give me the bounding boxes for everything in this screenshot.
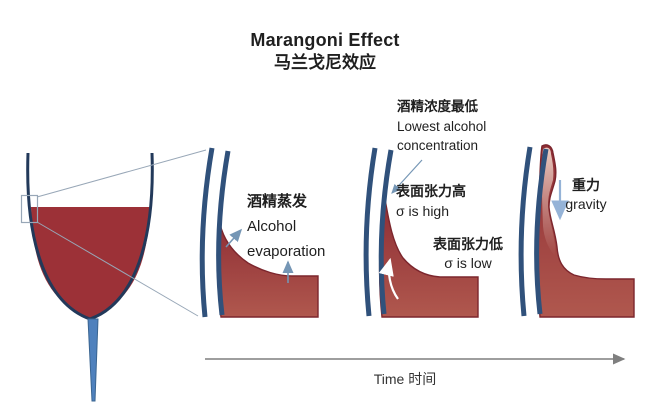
panel-3-wall-inner — [534, 148, 549, 315]
wine-glass-group — [20, 149, 207, 402]
time-axis-label: Time 时间 — [373, 371, 437, 387]
marangoni-flow-arrow — [378, 257, 399, 300]
label-surface-tension-low: 表面张力低 σ is low — [418, 235, 518, 273]
label-lowest-alcohol-en2: concentration — [397, 138, 479, 153]
label-lowest-alcohol-zh: 酒精浓度最低 — [397, 99, 478, 114]
panel-1-wall-outer — [199, 147, 215, 318]
panel-1-wall-inner — [216, 150, 231, 316]
label-surface-tension-high: 表面张力高 σ is high — [396, 181, 466, 221]
wine-tear-droplet — [541, 147, 555, 256]
panel-3-gravity-tear — [518, 144, 635, 318]
label-gravity: 重力 gravity — [552, 176, 620, 213]
label-alcohol-evaporation-en1: Alcohol — [247, 218, 297, 235]
panel-1-evaporation — [199, 147, 319, 318]
label-alcohol-evaporation: 酒精蒸发 Alcohol evaporation — [247, 189, 325, 264]
zoom-link-line-bottom — [36, 221, 199, 317]
concentration-pointer-arrow — [391, 159, 423, 194]
label-surface-tension-high-en: σ is high — [396, 203, 449, 219]
label-surface-tension-high-zh: 表面张力高 — [396, 183, 466, 199]
panel-3-wall-outer — [518, 146, 533, 317]
evaporation-arrow-diagonal — [225, 228, 243, 248]
label-alcohol-evaporation-zh: 酒精蒸发 — [247, 193, 308, 210]
wine-fill — [31, 207, 150, 318]
label-lowest-alcohol-en1: Lowest alcohol — [397, 118, 487, 134]
zoom-source-box — [20, 194, 39, 224]
label-alcohol-evaporation-en2: evaporation — [247, 243, 326, 260]
zoom-link-line-top — [36, 149, 207, 198]
panel-2-tension-gradient — [363, 147, 479, 318]
label-lowest-alcohol: 酒精浓度最低 Lowest alcohol concentration — [397, 97, 486, 156]
label-gravity-en: gravity — [565, 195, 607, 212]
glass-stem — [87, 318, 99, 402]
label-surface-tension-low-en: σ is low — [444, 255, 492, 271]
title-chinese: 马兰戈尼效应 — [274, 53, 376, 72]
label-surface-tension-low-zh: 表面张力低 — [433, 236, 503, 252]
panel-2-wall-outer — [363, 147, 378, 317]
title-english: Marangoni Effect — [250, 30, 400, 50]
panel-2-wall-inner — [378, 149, 394, 315]
page-title: Marangoni Effect 马兰戈尼效应 — [0, 30, 650, 73]
label-gravity-zh: 重力 — [572, 177, 600, 193]
